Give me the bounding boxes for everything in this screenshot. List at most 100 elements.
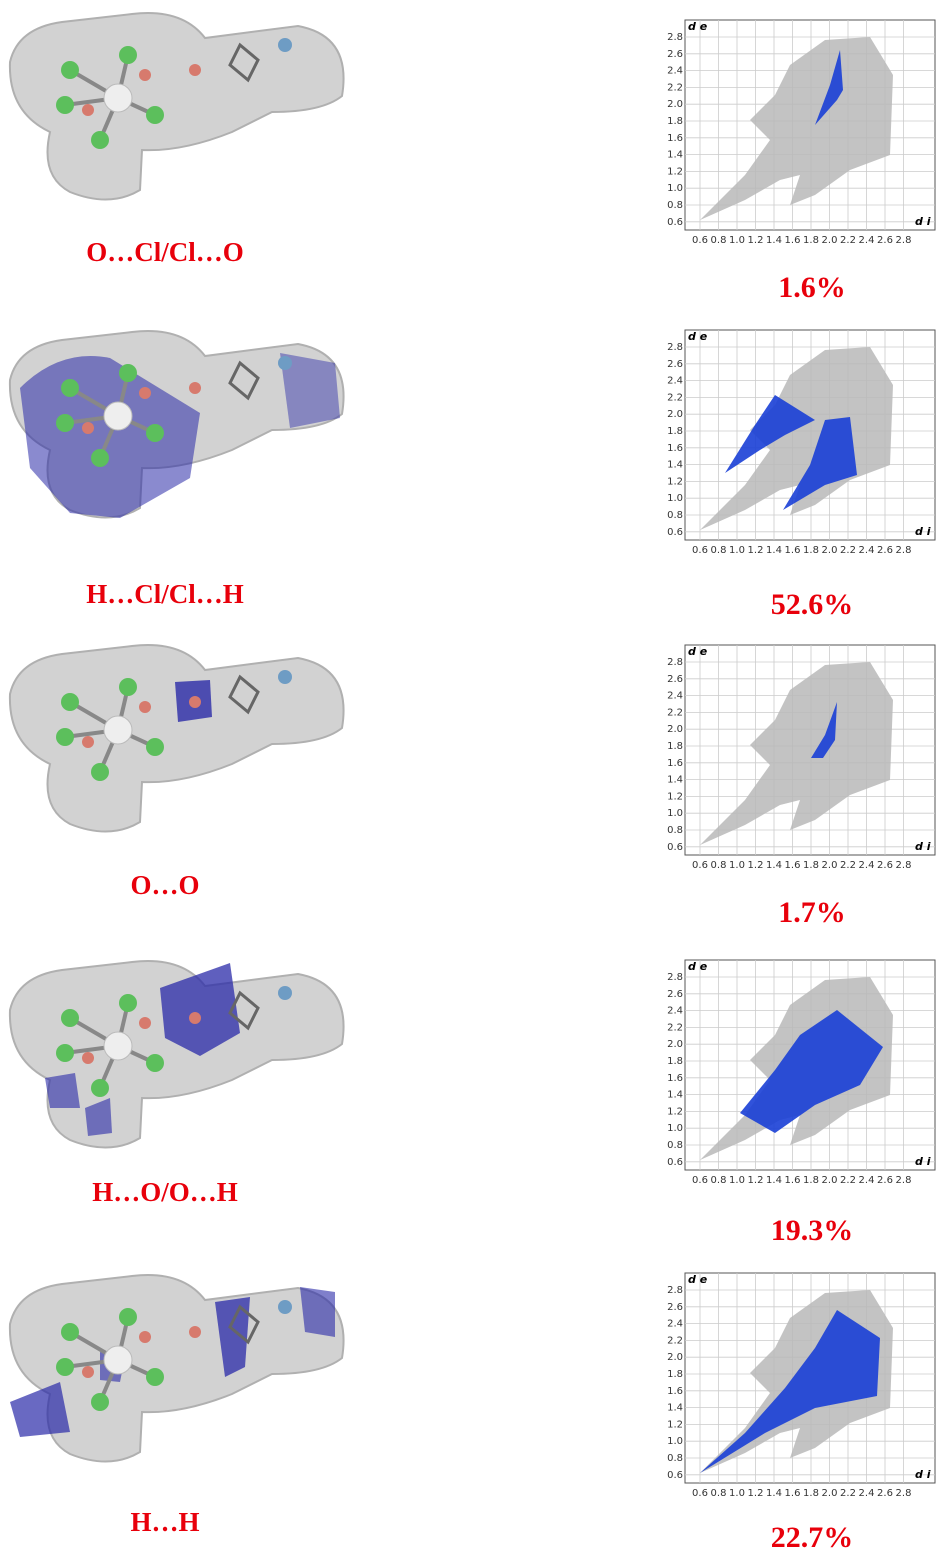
x-tick-label: 1.2 xyxy=(748,545,764,556)
y-tick-label: 2.6 xyxy=(667,359,683,370)
y-tick-label: 1.8 xyxy=(667,1056,683,1067)
oxygen-atom xyxy=(189,696,201,708)
x-tick-label: 2.6 xyxy=(877,1488,893,1499)
x-tick-label: 2.6 xyxy=(877,545,893,556)
y-tick-label: 2.0 xyxy=(667,99,683,110)
percentage: 52.6% xyxy=(771,588,854,621)
y-tick-label: 2.8 xyxy=(667,657,683,668)
y-tick-label: 0.8 xyxy=(667,1140,683,1151)
y-tick-label: 2.0 xyxy=(667,724,683,735)
x-tick-label: 1.2 xyxy=(748,860,764,871)
x-tick-label: 1.4 xyxy=(766,545,782,556)
nitrogen-atom xyxy=(278,38,292,52)
x-tick-label: 0.6 xyxy=(692,235,708,246)
x-tick-label: 1.2 xyxy=(748,1488,764,1499)
y-tick-label: 2.6 xyxy=(667,989,683,1000)
percentage: 1.6% xyxy=(778,271,846,304)
y-tick-label: 1.6 xyxy=(667,443,683,454)
x-tick-label: 2.8 xyxy=(896,235,912,246)
y-axis-label: d e xyxy=(688,645,708,658)
x-tick-label: 0.6 xyxy=(692,1488,708,1499)
y-tick-label: 1.0 xyxy=(667,1436,683,1447)
y-tick-label: 2.4 xyxy=(667,376,683,387)
y-tick-label: 2.2 xyxy=(667,1335,683,1346)
y-tick-label: 2.0 xyxy=(667,1352,683,1363)
chlorine-atom xyxy=(146,738,164,756)
chlorine-atom xyxy=(61,61,79,79)
chlorine-atom xyxy=(91,449,109,467)
oxygen-atom xyxy=(139,1331,151,1343)
x-tick-label: 2.4 xyxy=(859,545,875,556)
oxygen-atom xyxy=(139,701,151,713)
x-axis-label: d i xyxy=(915,215,931,228)
y-tick-label: 0.6 xyxy=(667,527,683,538)
y-tick-label: 2.0 xyxy=(667,1039,683,1050)
chlorine-atom xyxy=(61,379,79,397)
y-tick-label: 1.6 xyxy=(667,1386,683,1397)
y-axis-label: d e xyxy=(688,330,708,343)
y-tick-label: 1.0 xyxy=(667,183,683,194)
y-tick-label: 1.4 xyxy=(667,150,683,161)
y-tick-label: 1.4 xyxy=(667,1403,683,1414)
x-tick-label: 1.8 xyxy=(803,1488,819,1499)
y-tick-label: 0.6 xyxy=(667,217,683,228)
oxygen-atom xyxy=(189,64,201,76)
x-tick-label: 2.8 xyxy=(896,860,912,871)
y-axis-label: d e xyxy=(688,20,708,33)
x-tick-label: 2.0 xyxy=(822,860,838,871)
molecule xyxy=(10,645,344,832)
y-tick-label: 1.0 xyxy=(667,1123,683,1134)
x-tick-label: 1.4 xyxy=(766,860,782,871)
chlorine-atom xyxy=(146,424,164,442)
x-tick-label: 1.0 xyxy=(729,1488,745,1499)
chlorine-atom xyxy=(91,131,109,149)
oxygen-atom xyxy=(82,104,94,116)
x-tick-label: 0.6 xyxy=(692,545,708,556)
chlorine-atom xyxy=(119,994,137,1012)
x-tick-label: 2.0 xyxy=(822,545,838,556)
nitrogen-atom xyxy=(278,356,292,370)
x-tick-label: 1.4 xyxy=(766,235,782,246)
y-tick-label: 2.2 xyxy=(667,392,683,403)
molecule xyxy=(10,961,344,1148)
oxygen-atom xyxy=(82,1052,94,1064)
oxygen-atom xyxy=(189,1012,201,1024)
y-tick-label: 2.6 xyxy=(667,674,683,685)
x-tick-label: 1.0 xyxy=(729,860,745,871)
molecule xyxy=(10,1275,344,1462)
chlorine-atom xyxy=(146,1054,164,1072)
chlorine-atom xyxy=(61,1009,79,1027)
y-tick-label: 0.8 xyxy=(667,1453,683,1464)
chlorine-atom xyxy=(61,1323,79,1341)
oxygen-atom xyxy=(139,69,151,81)
x-tick-label: 0.6 xyxy=(692,1175,708,1186)
x-tick-label: 1.0 xyxy=(729,235,745,246)
metal-atom xyxy=(104,1032,132,1060)
oxygen-atom xyxy=(189,382,201,394)
percentage: 1.7% xyxy=(778,896,846,929)
x-tick-label: 2.4 xyxy=(859,1488,875,1499)
chlorine-atom xyxy=(119,678,137,696)
nitrogen-atom xyxy=(278,1300,292,1314)
y-tick-label: 2.8 xyxy=(667,342,683,353)
contact-label: H…O/O…H xyxy=(92,1177,238,1207)
metal-atom xyxy=(104,84,132,112)
x-tick-label: 2.6 xyxy=(877,860,893,871)
fingerprint-plot: 2.82.62.42.22.01.81.61.41.21.00.80.60.60… xyxy=(667,1273,935,1499)
y-tick-label: 2.8 xyxy=(667,32,683,43)
y-tick-label: 1.2 xyxy=(667,1106,683,1117)
x-tick-label: 2.8 xyxy=(896,1175,912,1186)
y-tick-label: 2.6 xyxy=(667,49,683,60)
nitrogen-atom xyxy=(278,670,292,684)
x-axis-label: d i xyxy=(915,525,931,538)
y-tick-label: 2.6 xyxy=(667,1302,683,1313)
y-tick-label: 0.8 xyxy=(667,825,683,836)
x-tick-label: 2.4 xyxy=(859,235,875,246)
fingerprint-plot: 2.82.62.42.22.01.81.61.41.21.00.80.60.60… xyxy=(667,330,935,556)
y-tick-label: 1.8 xyxy=(667,1369,683,1380)
x-tick-label: 0.8 xyxy=(711,860,727,871)
percentage: 22.7% xyxy=(771,1521,854,1554)
x-tick-label: 2.2 xyxy=(840,1175,856,1186)
chlorine-atom xyxy=(91,1079,109,1097)
x-axis-label: d i xyxy=(915,1468,931,1481)
